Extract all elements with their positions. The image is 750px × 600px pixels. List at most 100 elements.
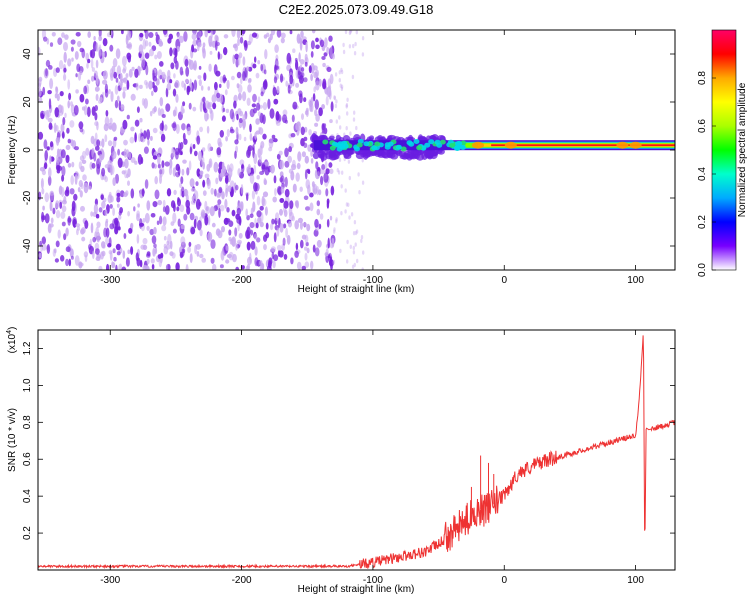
noise-blob	[87, 58, 91, 64]
signal-blob	[439, 139, 446, 145]
noise-blob	[291, 215, 295, 222]
noise-blob	[192, 39, 198, 46]
noise-blob	[247, 256, 252, 265]
noise-blob	[305, 41, 308, 53]
noise-blob	[204, 100, 210, 109]
noise-blob	[285, 227, 288, 238]
noise-blob	[43, 36, 48, 42]
noise-blob	[111, 122, 117, 132]
noise-blob	[346, 259, 349, 264]
noise-blob	[181, 248, 186, 254]
noise-blob	[225, 259, 230, 264]
noise-blob	[279, 198, 285, 203]
noise-blob	[143, 146, 149, 154]
noise-blob	[81, 48, 86, 59]
noise-blob	[321, 56, 326, 60]
noise-blob	[256, 195, 261, 206]
noise-blob	[347, 202, 350, 207]
noise-blob	[154, 247, 158, 255]
noise-blob	[218, 167, 222, 174]
noise-blob	[239, 159, 245, 166]
noise-blob	[334, 72, 338, 77]
noise-blob	[223, 47, 228, 56]
signal-blob	[416, 145, 423, 151]
noise-blob	[166, 188, 172, 197]
noise-blob	[169, 240, 173, 250]
noise-blob	[219, 204, 225, 212]
noise-blob	[43, 162, 48, 170]
noise-blob	[172, 228, 177, 234]
snr-y-tick-label: 1.2	[22, 341, 33, 355]
noise-blob	[127, 30, 130, 35]
noise-blob	[279, 159, 284, 170]
noise-blob	[167, 263, 171, 270]
noise-blob	[236, 207, 241, 216]
noise-blob	[191, 32, 197, 41]
spectrogram-signal-layer	[309, 132, 675, 161]
noise-blob	[126, 114, 130, 120]
noise-blob	[136, 106, 140, 113]
noise-blob	[122, 86, 128, 92]
noise-blob	[322, 62, 326, 68]
noise-blob	[238, 133, 242, 141]
noise-blob	[315, 185, 320, 196]
noise-blob	[189, 212, 195, 221]
noise-blob	[179, 204, 185, 213]
noise-blob	[122, 91, 126, 99]
noise-blob	[65, 258, 69, 267]
noise-blob	[80, 165, 85, 173]
spectrogram-x-tick-label: -100	[363, 275, 383, 286]
noise-blob	[304, 169, 308, 180]
noise-blob	[114, 100, 119, 109]
noise-blob	[77, 40, 82, 48]
noise-blob	[148, 80, 153, 90]
noise-blob	[127, 168, 131, 178]
noise-blob	[301, 151, 306, 158]
noise-blob	[48, 65, 53, 70]
noise-blob	[113, 136, 118, 141]
noise-blob	[65, 246, 71, 253]
noise-blob	[88, 244, 92, 250]
noise-blob	[198, 79, 202, 87]
signal-halo	[403, 152, 410, 157]
noise-blob	[86, 62, 89, 69]
noise-blob	[352, 117, 356, 122]
noise-blob	[300, 239, 304, 249]
noise-blob	[270, 30, 276, 36]
noise-blob	[269, 33, 273, 41]
noise-blob	[201, 257, 206, 263]
noise-blob	[48, 98, 52, 110]
noise-blob	[231, 30, 236, 38]
noise-blob	[87, 185, 92, 190]
noise-blob	[171, 146, 175, 157]
noise-blob	[98, 99, 103, 104]
noise-blob	[210, 187, 214, 195]
noise-blob	[78, 261, 83, 269]
noise-blob	[139, 259, 143, 268]
noise-blob	[233, 100, 237, 109]
signal-blob	[453, 145, 460, 151]
noise-blob	[165, 243, 171, 250]
noise-blob	[272, 86, 277, 97]
noise-blob	[262, 114, 266, 125]
noise-blob	[183, 213, 188, 221]
noise-blob	[234, 43, 239, 52]
noise-blob	[118, 263, 123, 270]
noise-blob	[131, 66, 135, 71]
noise-blob	[318, 107, 323, 117]
noise-blob	[80, 205, 85, 212]
noise-blob	[315, 44, 320, 50]
noise-blob	[85, 98, 89, 105]
noise-blob	[339, 125, 342, 130]
noise-blob	[228, 229, 232, 236]
noise-blob	[225, 245, 229, 251]
noise-blob	[260, 64, 264, 72]
noise-blob	[134, 68, 139, 79]
noise-blob	[270, 223, 274, 231]
noise-blob	[56, 148, 60, 158]
noise-blob	[176, 206, 180, 212]
signal-halo	[335, 149, 341, 157]
noise-blob	[246, 193, 249, 201]
noise-blob	[253, 107, 257, 114]
